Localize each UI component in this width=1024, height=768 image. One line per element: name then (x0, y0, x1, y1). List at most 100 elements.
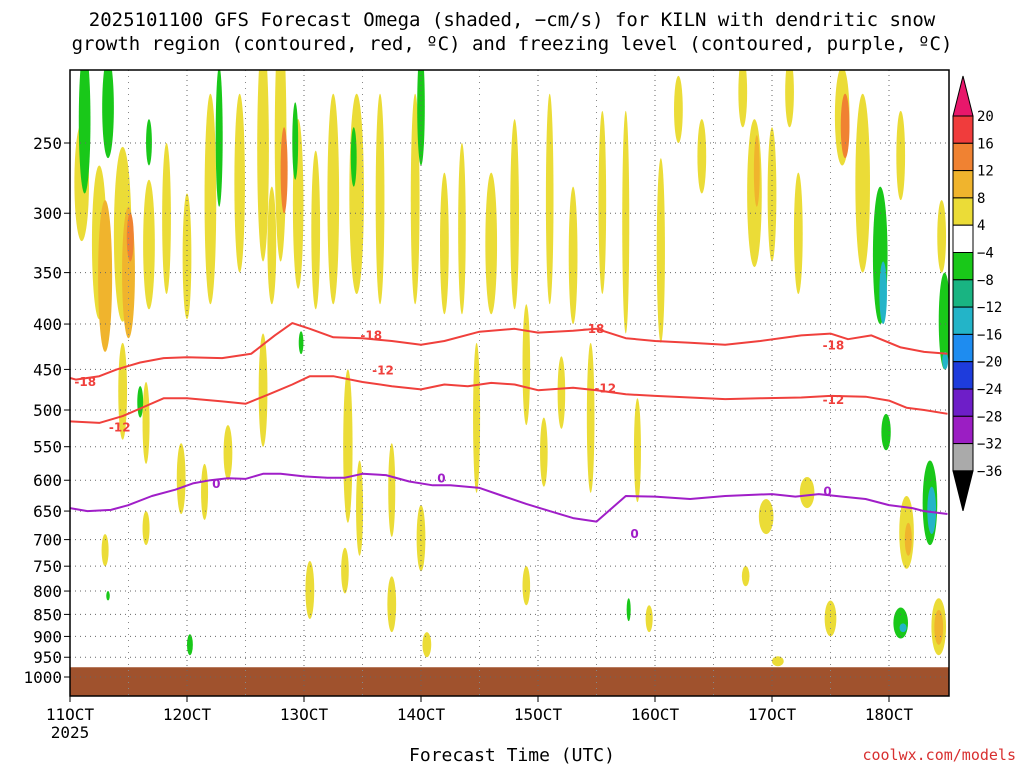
omega-patch-yellow (738, 70, 748, 128)
y-tick-label: 550 (33, 438, 62, 457)
omega-patch-green (893, 607, 909, 639)
y-tick-label: 400 (33, 315, 62, 334)
omega-patch-yellow (305, 561, 315, 619)
colorbar-swatch (952, 115, 974, 144)
colorbar-swatch (952, 224, 974, 253)
omega-patch-yellow (341, 547, 349, 594)
site-credit: coolwx.com/models (862, 746, 1016, 764)
omega-patch-yellow (793, 172, 803, 295)
omega-patch-yellow (540, 417, 548, 487)
omega-patch-yellow (772, 656, 784, 667)
omega-patch-green (106, 591, 110, 601)
contour-label: -18 (823, 339, 845, 353)
y-tick-label: 800 (33, 582, 62, 601)
colorbar-label: −20 (977, 355, 1002, 371)
omega-patch-yellow (937, 200, 947, 273)
y-tick-label: 700 (33, 531, 62, 550)
contour-label: -18 (360, 328, 382, 342)
colorbar-top-arrow (952, 75, 974, 117)
contour-label: 0 (437, 471, 445, 485)
omega-patch-yellow (274, 70, 287, 262)
omega-patch-orange-light (98, 200, 113, 352)
omega-patch-yellow (201, 463, 209, 520)
omega-patch-yellow (162, 143, 171, 295)
y-tick-label: 300 (33, 204, 62, 223)
omega-patch-yellow (656, 158, 665, 343)
y-tick-label: 250 (33, 134, 62, 153)
colorbar-swatch (952, 388, 974, 417)
omega-patch-green (417, 70, 425, 166)
omega-patch-green (350, 127, 357, 187)
colorbar-label: −32 (977, 437, 1002, 453)
omega-patch-yellow (416, 505, 426, 572)
omega-patch-yellow (674, 75, 683, 143)
colorbar-label: −28 (977, 409, 1002, 425)
colorbar-swatch (952, 197, 974, 226)
y-tick-label: 850 (33, 605, 62, 624)
contour-label: 0 (630, 527, 638, 541)
contour-label: -12 (594, 382, 616, 396)
omega-patch-yellow (182, 193, 192, 320)
contour-label: 0 (823, 485, 831, 499)
colorbar-label: 8 (977, 191, 985, 207)
omega-patch-yellow (327, 93, 340, 305)
omega-patch-yellow (176, 443, 186, 515)
y-axis: 250 300 350 400 450 500 550 600 650 700 750 800 850 9… (23, 134, 70, 687)
colorbar-swatch (952, 142, 974, 172)
y-tick-label: 950 (33, 648, 62, 667)
grid-lines (69, 70, 949, 696)
omega-patch-yellow (510, 119, 519, 310)
omega-patch-yellow (142, 382, 150, 464)
colorbar-label: −36 (977, 464, 1002, 480)
omega-patch-yellow (204, 93, 217, 305)
omega-patch-yellow (101, 534, 109, 567)
colorbar-label: −24 (977, 382, 1002, 398)
contour-line (70, 472, 948, 523)
omega-patch-yellow (387, 576, 397, 633)
omega-patch-green (298, 331, 304, 355)
omega-patch-yellow (143, 179, 155, 310)
contour-label: -12 (109, 420, 131, 434)
x-tick-sublabel: 2025 (51, 723, 90, 742)
contour-label: 0 (212, 477, 220, 491)
omega-patch-orange-light (753, 135, 760, 207)
y-tick-label: 750 (33, 557, 62, 576)
colorbar-label: −12 (977, 300, 1002, 316)
x-axis-label: Forecast Time (UTC) (409, 745, 615, 766)
omega-patch-yellow (633, 398, 641, 503)
omega-patch-yellow (645, 605, 653, 633)
omega-patch-green (938, 272, 949, 370)
omega-patch-green (102, 70, 114, 159)
omega-patch-yellow (375, 93, 385, 305)
omega-patch-orange-light (934, 609, 944, 645)
omega-patch-yellow (473, 342, 481, 493)
colorbar-label: 16 (977, 136, 994, 152)
plot-frame (69, 69, 950, 697)
contour-label: -18 (74, 375, 96, 389)
colorbar-swatch (952, 333, 974, 363)
omega-patch-yellow (545, 93, 554, 305)
omega-patch-yellow (697, 119, 707, 194)
omega-patch-yellow (799, 477, 815, 509)
y-tick-label: 500 (33, 401, 62, 420)
colorbar-swatch (952, 415, 974, 445)
omega-patch-green (146, 119, 152, 166)
omega-patch-orange-light (904, 522, 912, 556)
omega-patch-green (137, 386, 144, 418)
omega-patch-green (292, 102, 299, 180)
omega-patch-yellow (422, 632, 432, 658)
colorbar-label: −4 (977, 246, 994, 262)
omega-patch-green (881, 413, 891, 451)
omega-patch-yellow (142, 511, 150, 546)
omega-patch-yellow (741, 566, 750, 587)
colorbar-bottom-arrow (952, 470, 974, 512)
omega-patch-yellow (267, 186, 277, 305)
x-tick-label: 14OCT (397, 705, 446, 724)
omega-patch-yellow (568, 186, 578, 325)
omega-patch-green (626, 598, 631, 622)
y-tick-label: 450 (33, 360, 62, 379)
omega-patch-orange (280, 127, 288, 214)
omega-patch-yellow (311, 150, 321, 310)
chart-title-line-1: 2025101100 GFS Forecast Omega (shaded, −… (88, 9, 936, 31)
